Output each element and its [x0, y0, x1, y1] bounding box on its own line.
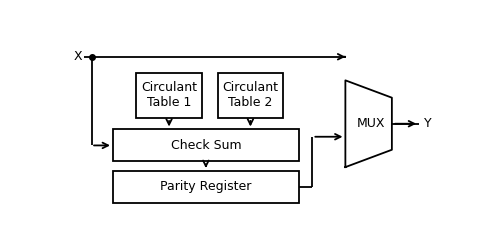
Text: Circulant
Table 1: Circulant Table 1: [141, 81, 197, 110]
Text: Parity Register: Parity Register: [160, 180, 252, 193]
Bar: [136, 73, 202, 118]
Text: Check Sum: Check Sum: [170, 139, 241, 152]
Bar: [218, 73, 284, 118]
Bar: [113, 129, 299, 161]
Text: X: X: [74, 50, 83, 63]
Text: Y: Y: [424, 117, 432, 130]
Text: Circulant
Table 2: Circulant Table 2: [222, 81, 278, 110]
Bar: [113, 171, 299, 203]
Text: MUX: MUX: [356, 117, 385, 130]
